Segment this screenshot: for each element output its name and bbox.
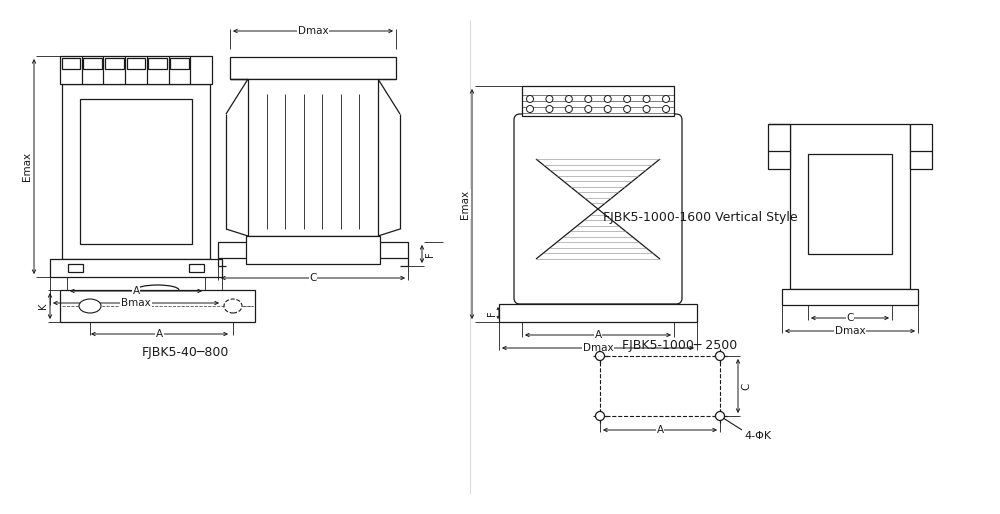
Bar [373,242,408,258]
Text: FJBK5-1000─ 2500: FJBK5-1000─ 2500 [622,339,738,352]
Bar [62,84,210,259]
Circle shape [596,412,604,420]
Text: Dmax: Dmax [583,343,613,353]
Circle shape [604,105,611,113]
Ellipse shape [224,299,242,313]
Bar [790,124,910,289]
Circle shape [624,96,631,102]
Bar [910,124,932,169]
Bar [62,58,80,69]
Circle shape [643,105,650,113]
Circle shape [565,105,572,113]
Bar [782,289,918,305]
Text: A: A [132,286,140,296]
Circle shape [716,412,724,420]
Text: A: A [156,329,163,339]
Bar [499,304,697,322]
Bar [83,58,102,69]
Bar [170,58,189,69]
Text: C: C [741,382,751,390]
Bar [189,264,204,272]
Circle shape [643,96,650,102]
Text: C: C [309,273,317,283]
Circle shape [585,96,592,102]
Circle shape [624,105,631,113]
Bar [808,154,892,254]
Text: FJBK5-40─800: FJBK5-40─800 [141,346,229,359]
Bar [522,86,674,116]
Text: Emax: Emax [460,190,470,218]
Circle shape [565,96,572,102]
Text: C: C [846,313,854,323]
Circle shape [596,352,604,360]
Circle shape [716,352,724,360]
Text: F: F [487,310,497,316]
Circle shape [546,105,553,113]
Circle shape [526,105,534,113]
Bar [127,58,145,69]
Circle shape [604,96,611,102]
Circle shape [585,105,592,113]
Circle shape [546,96,553,102]
Bar [80,99,192,244]
Ellipse shape [79,299,101,313]
Bar [230,57,396,79]
Text: 4-ΦK: 4-ΦK [744,431,771,441]
Bar [105,58,124,69]
Text: FJBK5-1000-1600 Vertical Style: FJBK5-1000-1600 Vertical Style [603,211,797,224]
Bar [60,56,212,84]
Text: A: A [656,425,664,435]
Text: Bmax: Bmax [121,298,151,308]
Bar [148,58,167,69]
FancyBboxPatch shape [514,114,682,304]
Circle shape [662,105,670,113]
Text: F: F [425,251,435,257]
Bar [218,242,253,258]
Bar [248,79,378,236]
Bar [68,264,83,272]
Bar [50,259,222,277]
Circle shape [526,96,534,102]
Text: Emax: Emax [22,152,32,181]
Text: A: A [594,330,602,340]
Circle shape [662,96,670,102]
Text: Dmax: Dmax [298,26,328,36]
Bar [768,124,790,169]
Text: K: K [38,303,48,309]
Bar [246,236,380,264]
Text: Dmax: Dmax [835,326,865,336]
Bar [60,290,255,322]
